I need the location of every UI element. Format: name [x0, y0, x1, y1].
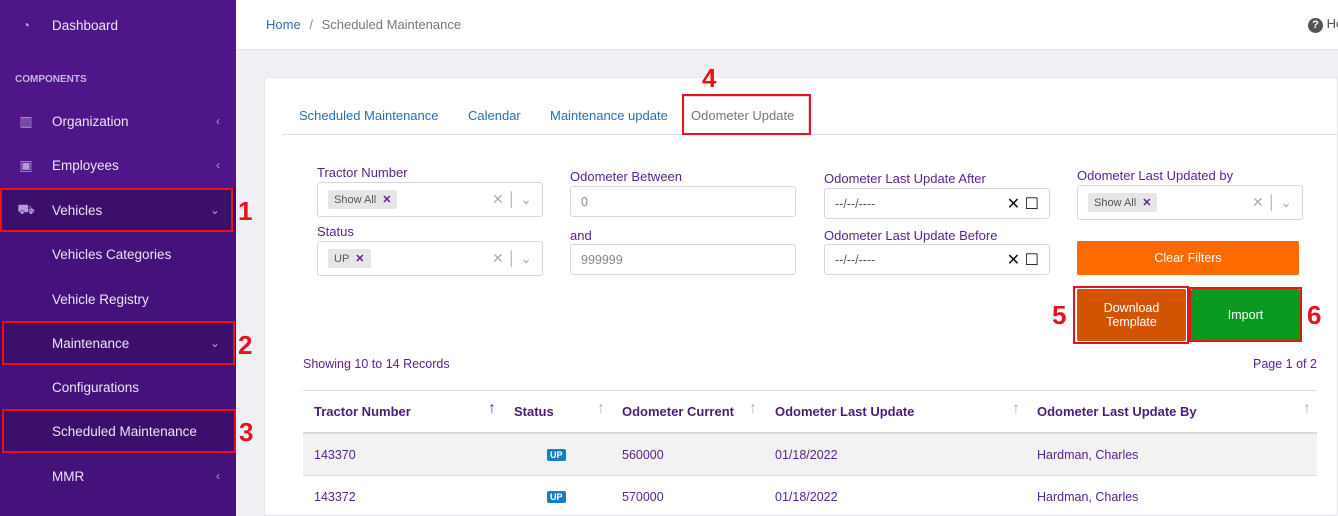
dashboard-gauge-icon: ◔: [21, 17, 31, 33]
annotation-number: 5: [1052, 300, 1067, 330]
status-badge: UP: [547, 491, 566, 503]
sidebar-submenu: [0, 232, 236, 516]
chevron-left-icon: ‹: [216, 158, 220, 172]
tractor-number-label: Tractor Number: [317, 165, 408, 180]
last-update-after-input[interactable]: --/--/---- ✕ ☐: [824, 188, 1050, 219]
status-label: Status: [317, 224, 354, 239]
annotation-box-4: [682, 94, 811, 135]
sidebar-item-vehicles[interactable]: ⛟ Vehicles ⌄: [0, 188, 236, 232]
truck-icon: ⛟: [17, 200, 35, 217]
clear-chevron-icon[interactable]: ✕ │ ⌄: [492, 191, 532, 207]
clear-chevron-icon[interactable]: ✕ │ ⌄: [1252, 194, 1292, 210]
sort-arrow-icon[interactable]: ↑: [749, 400, 757, 417]
section-components: COMPONENTS: [15, 74, 87, 85]
col-status[interactable]: Status: [514, 404, 554, 419]
sidebar-item-dashboard[interactable]: ◔ Dashboard: [0, 3, 236, 47]
odometer-between-label: Odometer Between: [570, 169, 683, 184]
breadcrumb-current: Scheduled Maintenance: [321, 17, 462, 32]
annotation-number: 2: [238, 330, 253, 360]
tab-maintenance-update[interactable]: Maintenance update: [550, 108, 668, 123]
cell-odometer: 570000: [622, 490, 664, 504]
cell-odometer: 560000: [622, 448, 664, 462]
last-updated-by-label: Odometer Last Updated by: [1077, 168, 1234, 183]
chevron-down-icon: ⌄: [209, 203, 220, 217]
col-odometer-last-update[interactable]: Odometer Last Update: [775, 404, 915, 419]
sidebar-item-mmr[interactable]: MMR ‹: [52, 468, 220, 484]
col-odometer-last-update-by[interactable]: Odometer Last Update By: [1037, 404, 1197, 419]
sidebar-item-organization[interactable]: ▥ Organization ‹: [0, 99, 236, 143]
tractor-number-select[interactable]: Show All ✕ ✕ │ ⌄: [317, 182, 543, 217]
page-indicator: Page 1 of 2: [1253, 357, 1317, 371]
last-updated-by-select[interactable]: Show All ✕ ✕ │ ⌄: [1077, 185, 1303, 220]
odometer-min-input[interactable]: 0: [570, 186, 796, 217]
chevron-down-icon: ⌄: [209, 336, 220, 350]
download-template-button[interactable]: Download Template: [1077, 289, 1186, 341]
cell-updated-by: Hardman, Charles: [1037, 490, 1139, 504]
clear-filters-button[interactable]: Clear Filters: [1077, 241, 1299, 275]
remove-chip-icon[interactable]: ✕: [382, 194, 392, 206]
breadcrumb-home[interactable]: Home: [266, 17, 301, 32]
sort-arrow-icon[interactable]: ↑: [597, 400, 605, 417]
annotation-number: 4: [702, 63, 717, 93]
clear-chevron-icon[interactable]: ✕ │ ⌄: [492, 250, 532, 266]
cell-last-update: 01/18/2022: [775, 448, 838, 462]
building-icon: ▥: [19, 112, 33, 129]
annotation-box-6: [1189, 287, 1302, 342]
remove-chip-icon[interactable]: ✕: [1142, 197, 1152, 209]
last-update-before-label: Odometer Last Update Before: [824, 228, 998, 243]
sort-arrow-icon[interactable]: ↑: [488, 400, 496, 417]
annotation-box-2: [2, 321, 235, 365]
remove-chip-icon[interactable]: ✕: [355, 253, 365, 265]
clear-calendar-icon[interactable]: ✕ ☐: [1006, 195, 1039, 213]
col-tractor-number[interactable]: Tractor Number: [314, 404, 411, 419]
chevron-left-icon: ‹: [216, 114, 220, 128]
help-link[interactable]: ? He: [1308, 16, 1338, 33]
annotation-box-3: [2, 409, 236, 453]
table-row[interactable]: [303, 432, 1317, 476]
status-select[interactable]: UP ✕ ✕ │ ⌄: [317, 241, 543, 276]
sidebar-item-configurations[interactable]: Configurations: [52, 379, 140, 395]
records-count: Showing 10 to 14 Records: [303, 357, 450, 371]
sidebar-item-employees[interactable]: ▣ Employees ‹: [0, 143, 236, 187]
status-badge: UP: [547, 449, 566, 461]
sidebar-item-scheduled-maintenance[interactable]: Scheduled Maintenance: [0, 409, 236, 453]
sidebar-item-vehicles-categories[interactable]: Vehicles Categories: [52, 246, 172, 262]
annotation-box-5: [1073, 286, 1189, 344]
help-icon: ?: [1308, 18, 1323, 33]
cell-updated-by: Hardman, Charles: [1037, 448, 1139, 462]
col-odometer-current[interactable]: Odometer Current: [622, 404, 734, 419]
clear-calendar-icon[interactable]: ✕ ☐: [1006, 251, 1039, 269]
import-button[interactable]: Import: [1191, 289, 1300, 341]
odometer-max-input[interactable]: 999999: [570, 244, 796, 275]
employee-card-icon: ▣: [19, 156, 33, 173]
tab-odometer-update[interactable]: Odometer Update: [691, 108, 795, 123]
sort-arrow-icon[interactable]: ↑: [1303, 400, 1311, 417]
sort-arrow-icon[interactable]: ↑: [1012, 400, 1020, 417]
last-update-after-label: Odometer Last Update After: [824, 171, 986, 186]
breadcrumb: Home / Scheduled Maintenance: [266, 17, 462, 32]
annotation-number: 6: [1307, 300, 1322, 330]
annotation-number: 3: [239, 417, 254, 447]
annotation-number: 1: [238, 196, 253, 226]
tab-calendar[interactable]: Calendar: [468, 108, 521, 123]
sidebar-item-maintenance[interactable]: Maintenance ⌄: [0, 321, 236, 365]
header: [236, 0, 1338, 50]
cell-last-update: 01/18/2022: [775, 490, 838, 504]
cell-tractor[interactable]: 143370: [314, 448, 356, 462]
and-label: and: [570, 228, 592, 243]
annotation-box-1: [0, 188, 233, 232]
last-update-before-input[interactable]: --/--/---- ✕ ☐: [824, 244, 1050, 275]
chevron-left-icon: ‹: [216, 469, 220, 483]
sidebar-item-vehicle-registry[interactable]: Vehicle Registry: [52, 291, 149, 307]
tab-scheduled-maintenance[interactable]: Scheduled Maintenance: [299, 108, 439, 123]
cell-tractor[interactable]: 143372: [314, 490, 356, 504]
